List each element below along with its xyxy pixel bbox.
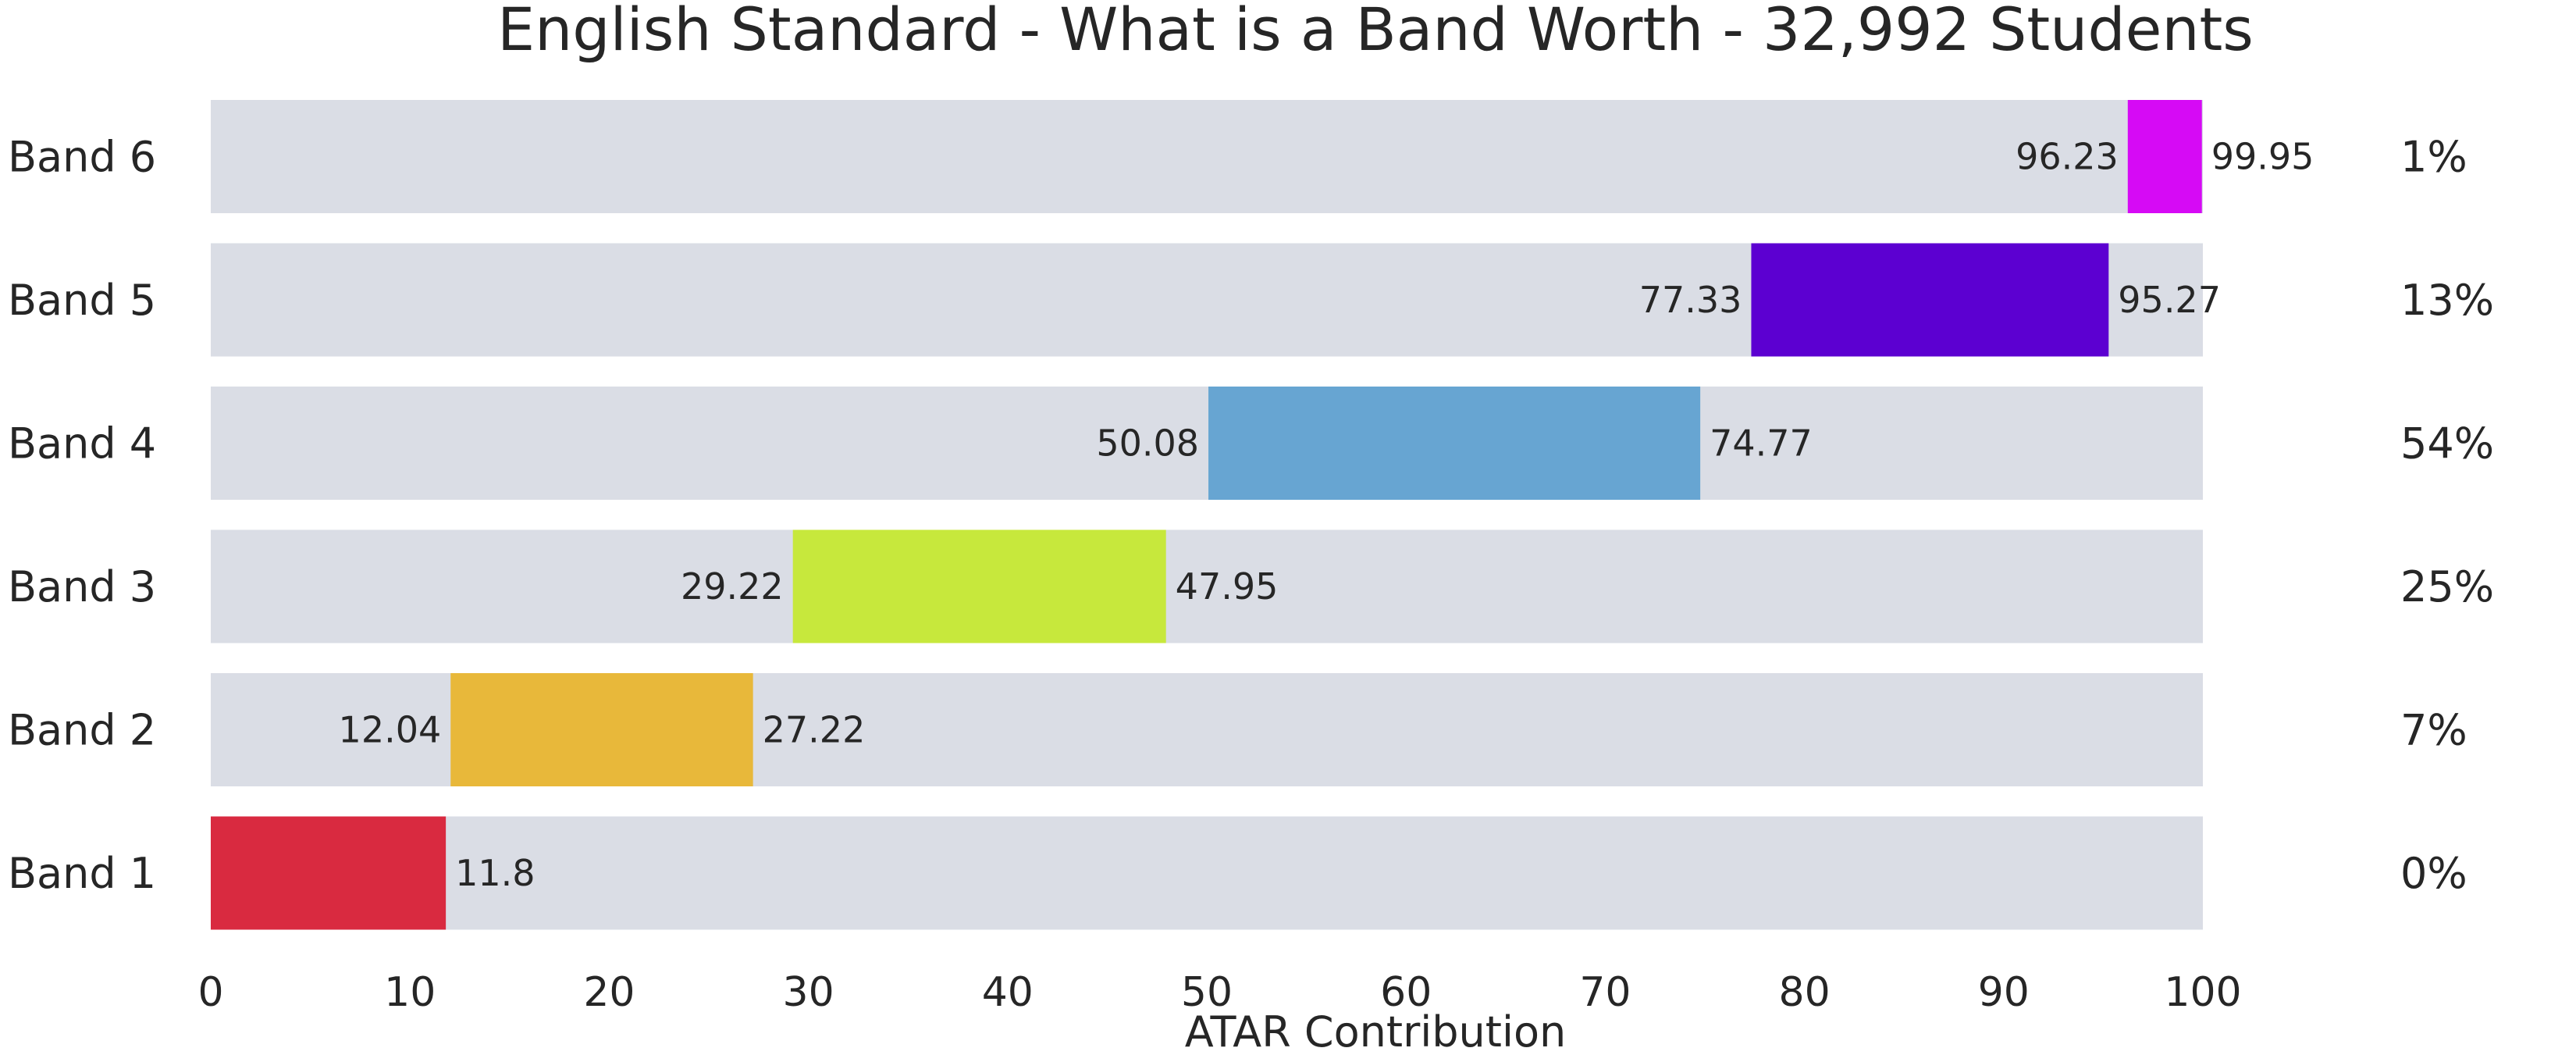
percentage-label: 25% — [2400, 562, 2494, 611]
bar-row: Band 1 11.8 0% — [8, 816, 2467, 930]
x-tick-label: 50 — [1181, 969, 1233, 1016]
x-tick-label: 30 — [783, 969, 834, 1016]
bar-row: Band 2 12.04 27.22 7% — [8, 673, 2467, 786]
category-label: Band 2 — [8, 706, 156, 755]
x-tick-label: 60 — [1380, 969, 1432, 1016]
bar-track — [211, 387, 2203, 500]
x-tick-label: 100 — [2164, 969, 2241, 1016]
category-label: Band 1 — [8, 849, 156, 898]
x-tick-label: 40 — [982, 969, 1034, 1016]
bar-row: Band 4 50.08 74.77 54% — [8, 387, 2494, 500]
bar — [2127, 100, 2202, 213]
end-value-label: 27.22 — [763, 709, 866, 751]
start-value-label: 77.33 — [1639, 279, 1742, 321]
bar — [1208, 387, 1701, 500]
category-label: Band 4 — [8, 419, 156, 469]
x-tick-label: 0 — [197, 969, 223, 1016]
x-tick-label: 70 — [1579, 969, 1631, 1016]
percentage-label: 0% — [2400, 849, 2467, 898]
bar — [211, 816, 447, 930]
end-value-label: 95.27 — [2118, 279, 2221, 321]
category-label: Band 3 — [8, 562, 156, 611]
end-value-label: 99.95 — [2211, 136, 2314, 178]
bar-row: Band 6 96.23 99.95 1% — [8, 100, 2467, 213]
bar-track — [211, 529, 2203, 643]
x-tick-label: 10 — [384, 969, 436, 1016]
category-label: Band 5 — [8, 276, 156, 325]
category-label: Band 6 — [8, 133, 156, 182]
x-axis-title: ATAR Contribution — [1185, 1007, 1566, 1055]
end-value-label: 47.95 — [1176, 565, 1279, 608]
chart-title: English Standard - What is a Band Worth … — [497, 0, 2254, 64]
bar — [792, 529, 1166, 643]
percentage-label: 13% — [2400, 276, 2494, 325]
percentage-label: 7% — [2400, 706, 2467, 755]
bar — [1751, 243, 2109, 357]
percentage-label: 54% — [2400, 419, 2494, 469]
x-tick-label: 80 — [1779, 969, 1831, 1016]
start-value-label: 29.22 — [681, 565, 784, 608]
x-tick-label: 90 — [1978, 969, 2030, 1016]
end-value-label: 11.8 — [455, 852, 535, 894]
end-value-label: 74.77 — [1710, 422, 1813, 465]
bar-row: Band 3 29.22 47.95 25% — [8, 529, 2494, 643]
bar-rows: Band 6 96.23 99.95 1%Band 5 77.33 95.27 13%Ban… — [8, 100, 2494, 930]
start-value-label: 96.23 — [2016, 136, 2119, 178]
start-value-label: 50.08 — [1096, 422, 1199, 465]
bar-track — [211, 816, 2203, 930]
x-axis-ticks: 0 10 20 30 40 50 60 70 80 90 100 — [197, 969, 2241, 1016]
x-tick-label: 20 — [583, 969, 635, 1016]
percentage-label: 1% — [2400, 133, 2467, 182]
start-value-label: 12.04 — [339, 709, 442, 751]
bar — [450, 673, 753, 786]
bar-row: Band 5 77.33 95.27 13% — [8, 243, 2494, 357]
bar-track — [211, 100, 2203, 213]
